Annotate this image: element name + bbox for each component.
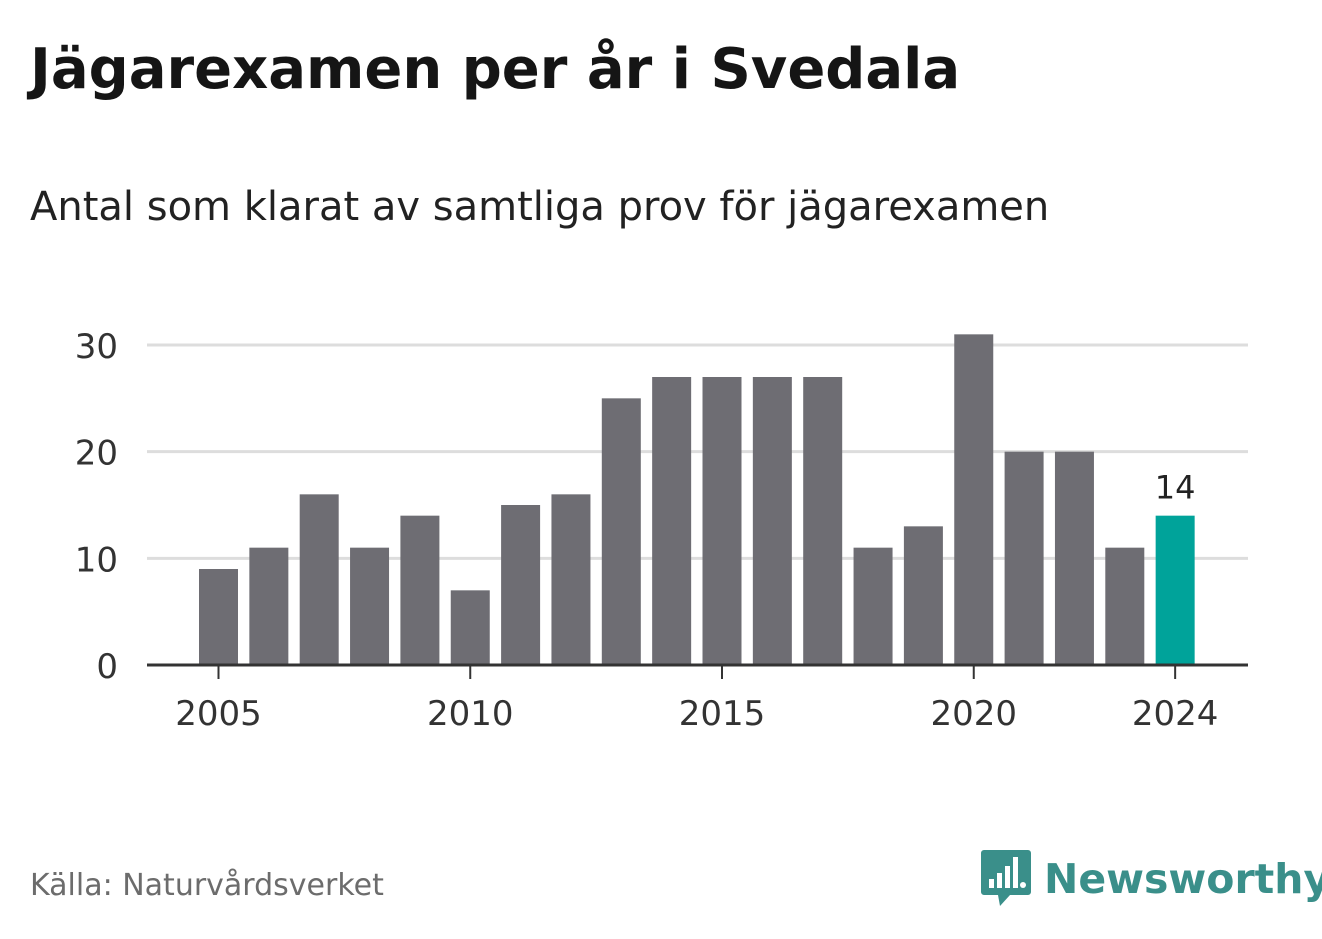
bar [249,547,289,665]
x-tick-label: 2005 [175,694,262,734]
bar [199,569,238,665]
bar [601,398,641,665]
x-tick-label: 2024 [1132,694,1219,734]
bar [803,377,843,665]
bar [752,377,792,665]
bar [1004,451,1044,665]
bar [954,334,994,665]
bar [652,377,692,665]
source-note: Källa: Naturvårdsverket [30,868,384,903]
bar [299,494,339,665]
bar [1105,547,1145,665]
bar [702,377,742,665]
y-tick-label: 10 [75,540,118,580]
brand-logo: Newsworthy [980,848,1322,910]
bar [350,547,390,665]
bar [501,505,541,665]
brand-name: Newsworthy [1044,855,1322,903]
y-tick-label: 30 [75,327,118,367]
chart-title: Jägarexamen per år i Svedala [30,37,961,102]
newsworthy-logo-icon [981,850,1031,906]
bar [1054,451,1094,665]
bar [903,526,943,665]
x-tick-label: 2020 [930,694,1017,734]
x-tick-label: 2015 [679,694,766,734]
bar-chart: 0 10 20 30 14 2005 2010 2015 2020 2024 [75,327,1248,734]
y-tick-label: 20 [75,434,118,474]
bar [853,547,893,665]
bar [551,494,591,665]
data-label: 14 [1155,469,1196,507]
bar-highlight [1155,515,1195,665]
chart-subtitle: Antal som klarat av samtliga prov för jä… [30,184,1050,230]
y-tick-label: 0 [96,647,118,687]
bar [400,515,440,665]
x-tick-label: 2010 [427,694,514,734]
bar [450,590,490,665]
